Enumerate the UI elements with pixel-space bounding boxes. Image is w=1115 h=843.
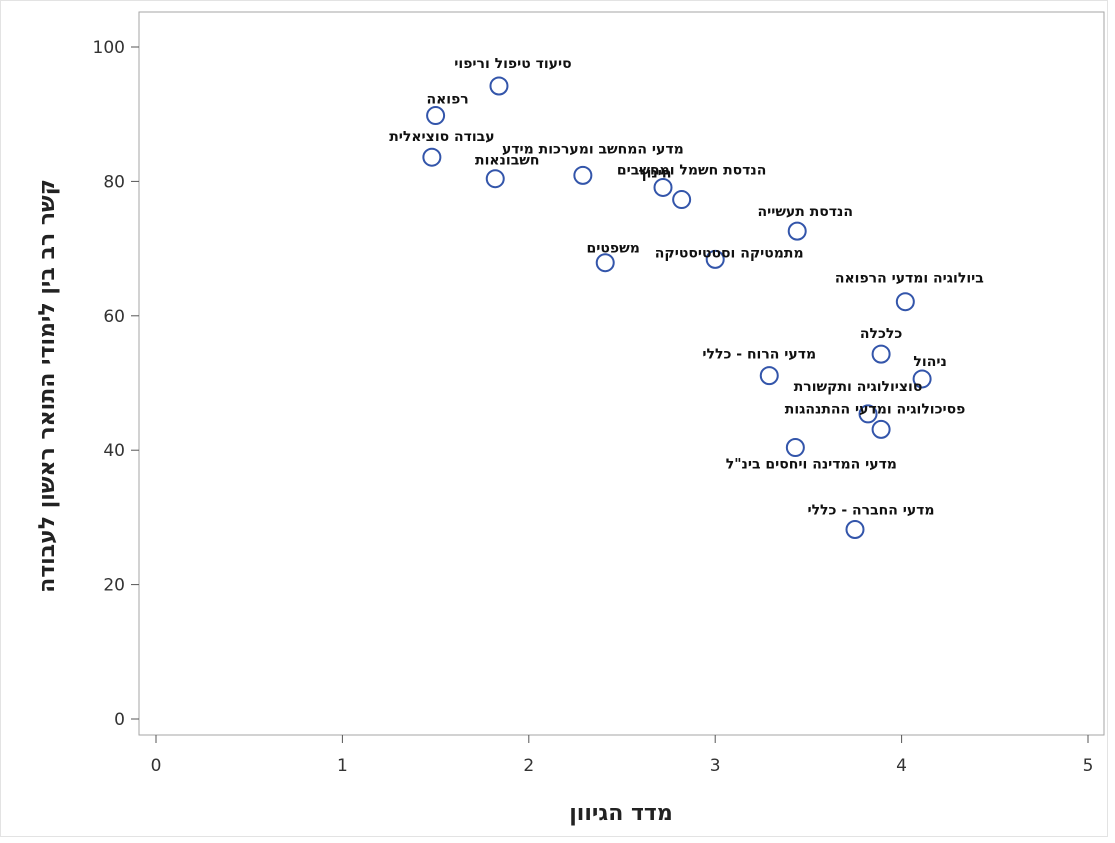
scatter-point bbox=[573, 165, 593, 185]
scatter-point bbox=[422, 147, 442, 167]
scatter-point bbox=[871, 419, 891, 439]
y-tick-label: 60 bbox=[103, 307, 125, 327]
data-labels: סיעוד טיפול וריפוי רפואה עבודה סוציאלית חשב… bbox=[389, 56, 984, 519]
scatter-point bbox=[912, 369, 932, 389]
y-tick-label: 0 bbox=[114, 710, 125, 730]
x-tick-label: 0 bbox=[151, 756, 162, 776]
scatter-point bbox=[787, 221, 807, 241]
point-label: מדעי הרוח - כללי bbox=[702, 347, 816, 363]
scatter-point bbox=[895, 292, 915, 312]
scatter-point bbox=[489, 76, 509, 96]
point-label: מדעי החברה - כללי bbox=[807, 502, 934, 518]
scatter-point bbox=[845, 519, 865, 539]
scatter-point bbox=[653, 177, 673, 197]
point-label: מתמטיקה וסטטיסטיקה bbox=[655, 245, 804, 261]
point-label: חשבונאות bbox=[475, 153, 539, 169]
y-axis-title: קשר רב בין לימודי התואר ראשון לעבודה bbox=[35, 179, 60, 593]
x-axis-title: מדד הגיוון bbox=[569, 801, 673, 826]
point-label: כלכלה bbox=[860, 326, 902, 342]
scatter-point bbox=[485, 169, 505, 189]
x-tick-label: 1 bbox=[337, 756, 348, 776]
point-label: חינוך bbox=[639, 165, 672, 181]
y-tick-label: 40 bbox=[103, 441, 125, 461]
y-tick-label: 80 bbox=[103, 172, 125, 192]
point-label: משפטים bbox=[587, 241, 640, 257]
scatter-point bbox=[871, 344, 891, 364]
point-label: הנדסת תעשייה bbox=[757, 204, 853, 220]
y-tick-label: 100 bbox=[93, 38, 125, 58]
scatter-point bbox=[759, 366, 779, 386]
point-label: עבודה סוציאלית bbox=[389, 129, 494, 145]
scatter-point bbox=[858, 404, 878, 424]
x-axis: 0 1 2 3 4 5 bbox=[151, 735, 1094, 776]
x-tick-label: 5 bbox=[1083, 756, 1094, 776]
data-points bbox=[422, 76, 932, 539]
y-axis: 0 20 40 60 80 100 bbox=[93, 38, 139, 730]
scatter-point bbox=[595, 253, 615, 273]
point-label: מדעי המחשב ומערכות מידע bbox=[502, 141, 684, 157]
point-label: סיעוד טיפול וריפוי bbox=[454, 56, 571, 72]
point-label: הנדסת חשמל ומחשבים bbox=[617, 163, 766, 179]
scatter-point bbox=[705, 249, 725, 269]
point-label: סוציולוגיה ותקשורת bbox=[794, 379, 923, 395]
x-tick-label: 3 bbox=[710, 756, 721, 776]
scatter-point bbox=[672, 190, 692, 210]
point-label: ביולוגיה ומדעי הרפואה bbox=[835, 271, 984, 287]
point-label: מדעי המדינה ויחסים בינ"ל bbox=[726, 457, 897, 473]
point-label: רפואה bbox=[426, 92, 468, 108]
scatter-point bbox=[785, 438, 805, 458]
y-tick-label: 20 bbox=[103, 576, 125, 596]
scatter-point bbox=[426, 106, 446, 126]
point-label: ניהול bbox=[913, 354, 946, 370]
point-label: פסיכולוגיה ומדעי ההתנהגות bbox=[785, 401, 966, 417]
x-tick-label: 2 bbox=[523, 756, 534, 776]
x-tick-label: 4 bbox=[896, 756, 907, 776]
plot-area bbox=[138, 11, 1105, 736]
